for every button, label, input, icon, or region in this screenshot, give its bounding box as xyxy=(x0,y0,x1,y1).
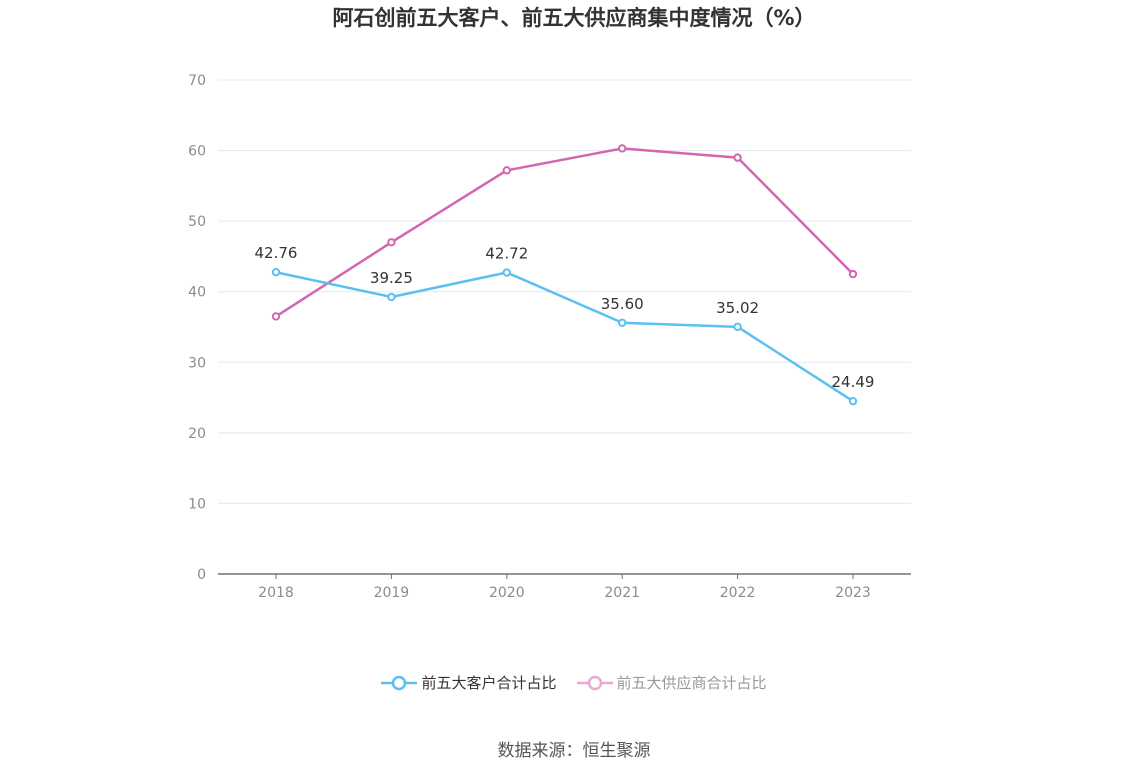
data-point-suppliers[interactable] xyxy=(733,153,742,162)
y-tick-label: 70 xyxy=(188,73,206,89)
y-tick-label: 0 xyxy=(197,567,206,583)
x-tick-label: 2021 xyxy=(604,585,640,601)
data-label-customers: 42.72 xyxy=(485,245,528,263)
series-points xyxy=(271,144,858,406)
line-chart: 0 10 20 30 40 50 60 70 2018 2019 2020 2021 2022 2023… xyxy=(188,73,911,601)
x-axis-ticks: 2018 2019 2020 2021 2022 2023 xyxy=(258,574,871,601)
legend-item-suppliers[interactable]: 前五大供应商合计占比 xyxy=(576,672,767,693)
chart-title: 阿石创前五大客户、前五大供应商集中度情况（%） xyxy=(332,6,816,30)
legend-marker-suppliers xyxy=(576,675,613,690)
y-axis-ticks: 0 10 20 30 40 50 60 70 xyxy=(188,73,206,583)
x-tick-label: 2019 xyxy=(374,585,410,601)
y-tick-label: 40 xyxy=(188,285,206,301)
y-tick-label: 20 xyxy=(188,426,206,442)
data-point-customers[interactable] xyxy=(733,322,742,332)
y-tick-label: 10 xyxy=(188,496,206,512)
y-tick-label: 50 xyxy=(188,214,206,230)
data-point-customers[interactable] xyxy=(502,268,511,277)
data-point-suppliers[interactable] xyxy=(271,312,281,321)
data-label-customers: 24.49 xyxy=(832,373,875,391)
data-label-customers: 42.76 xyxy=(255,244,298,262)
series-line-customers xyxy=(275,271,854,403)
data-point-suppliers[interactable] xyxy=(502,166,511,175)
data-point-suppliers[interactable] xyxy=(618,144,627,153)
series-line-suppliers xyxy=(275,147,854,318)
data-point-customers[interactable] xyxy=(848,396,858,406)
data-source: 数据来源：恒生聚源 xyxy=(497,741,651,761)
series-lines xyxy=(275,147,854,403)
data-label-customers: 35.60 xyxy=(601,295,644,313)
data-point-suppliers[interactable] xyxy=(848,269,858,279)
x-tick-label: 2018 xyxy=(258,585,294,601)
legend: 前五大客户合计占比 前五大供应商合计占比 xyxy=(0,672,1148,693)
data-point-customers[interactable] xyxy=(387,292,396,302)
x-tick-label: 2020 xyxy=(489,585,525,601)
y-tick-label: 30 xyxy=(188,355,206,371)
data-point-suppliers[interactable] xyxy=(387,238,396,247)
data-label-customers: 39.25 xyxy=(370,269,413,287)
data-labels: 42.76 39.25 42.72 35.60 35.02 24.49 xyxy=(255,244,875,391)
data-point-customers[interactable] xyxy=(271,268,281,277)
grid-lines xyxy=(218,79,911,504)
data-label-customers: 35.02 xyxy=(716,299,759,317)
x-tick-label: 2022 xyxy=(720,585,756,601)
legend-label-customers: 前五大客户合计占比 xyxy=(421,674,557,692)
legend-item-customers[interactable]: 前五大客户合计占比 xyxy=(381,672,557,693)
x-tick-label: 2023 xyxy=(835,585,871,601)
y-tick-label: 60 xyxy=(188,144,206,160)
legend-label-suppliers: 前五大供应商合计占比 xyxy=(616,674,767,692)
legend-marker-customers xyxy=(381,675,418,690)
data-point-customers[interactable] xyxy=(618,318,627,327)
